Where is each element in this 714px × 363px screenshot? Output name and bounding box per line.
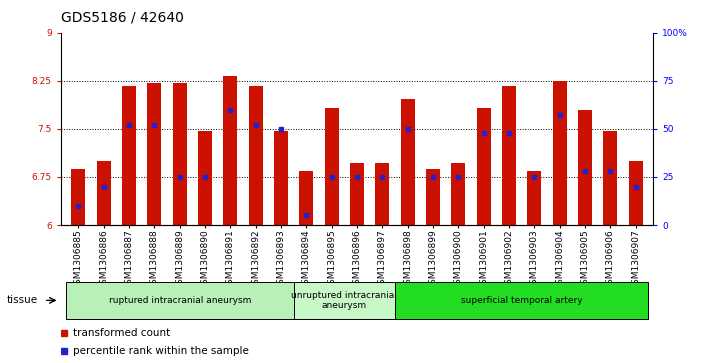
Bar xyxy=(147,83,161,225)
Bar xyxy=(198,131,212,225)
Bar xyxy=(350,163,364,225)
Text: superficial temporal artery: superficial temporal artery xyxy=(461,296,583,305)
Bar xyxy=(426,169,440,225)
Bar xyxy=(293,282,395,319)
Bar xyxy=(66,282,293,319)
Bar xyxy=(528,171,541,225)
Text: transformed count: transformed count xyxy=(73,328,170,338)
Bar xyxy=(325,108,338,225)
Text: unruptured intracranial
aneurysm: unruptured intracranial aneurysm xyxy=(291,291,397,310)
Bar xyxy=(274,131,288,225)
Bar xyxy=(248,86,263,225)
Bar xyxy=(477,108,491,225)
Bar xyxy=(451,163,466,225)
Bar xyxy=(173,83,186,225)
Bar xyxy=(401,99,415,225)
Bar xyxy=(502,86,516,225)
Text: ruptured intracranial aneurysm: ruptured intracranial aneurysm xyxy=(109,296,251,305)
Text: GDS5186 / 42640: GDS5186 / 42640 xyxy=(61,11,183,25)
Bar xyxy=(628,161,643,225)
Bar xyxy=(223,76,237,225)
Bar xyxy=(299,171,313,225)
Text: percentile rank within the sample: percentile rank within the sample xyxy=(73,346,248,356)
Bar xyxy=(97,161,111,225)
Bar xyxy=(553,81,567,225)
Bar xyxy=(578,110,592,225)
Bar xyxy=(603,131,617,225)
Bar xyxy=(395,282,648,319)
Bar xyxy=(376,163,389,225)
Bar xyxy=(122,86,136,225)
Text: tissue: tissue xyxy=(7,295,39,305)
Bar xyxy=(71,169,86,225)
